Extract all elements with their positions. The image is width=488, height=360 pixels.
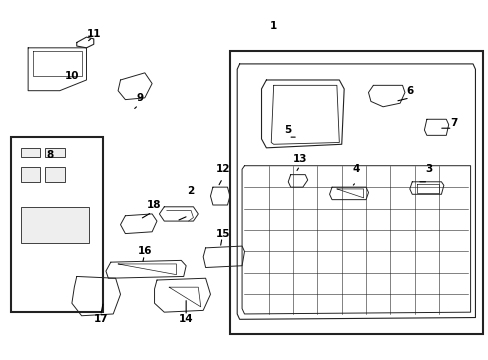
Text: 4: 4 <box>352 164 359 174</box>
Text: 13: 13 <box>293 154 307 163</box>
Text: 17: 17 <box>94 314 108 324</box>
Text: 18: 18 <box>147 200 162 210</box>
Bar <box>21 167 40 182</box>
Text: 3: 3 <box>425 164 432 174</box>
Bar <box>45 167 64 182</box>
Text: 14: 14 <box>179 314 193 324</box>
Text: 16: 16 <box>137 247 152 256</box>
Bar <box>11 137 103 312</box>
Text: 11: 11 <box>86 28 101 39</box>
Bar <box>229 51 482 334</box>
Text: 8: 8 <box>46 150 54 160</box>
Text: 6: 6 <box>406 86 412 96</box>
Text: 9: 9 <box>136 93 143 103</box>
Text: 5: 5 <box>284 125 291 135</box>
Bar <box>21 207 89 243</box>
Text: 1: 1 <box>269 21 277 31</box>
Bar <box>21 148 40 157</box>
Bar <box>45 148 64 157</box>
Text: 15: 15 <box>215 229 229 239</box>
Text: 7: 7 <box>449 118 456 128</box>
Text: 10: 10 <box>64 71 79 81</box>
Text: 12: 12 <box>215 164 229 174</box>
Text: 2: 2 <box>187 186 194 196</box>
